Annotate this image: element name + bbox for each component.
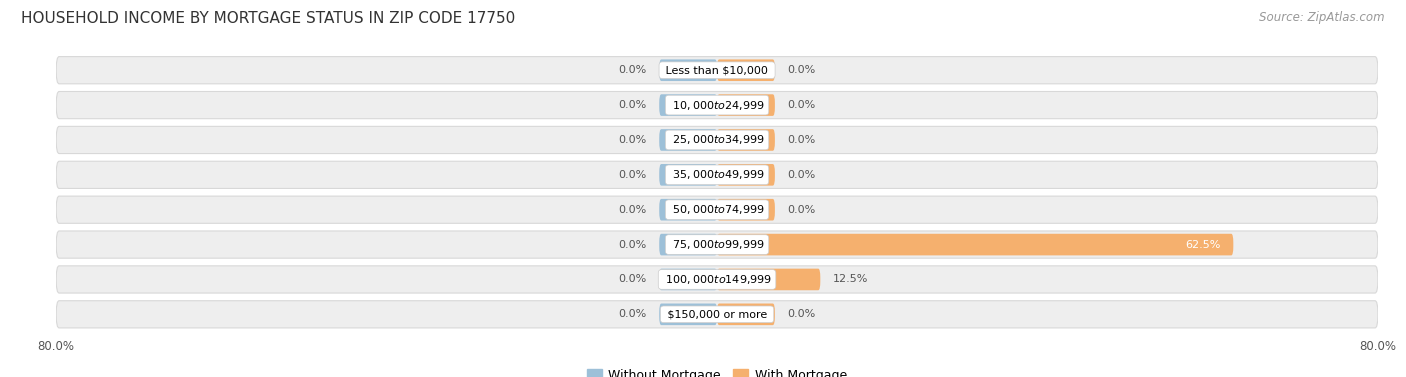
Text: $75,000 to $99,999: $75,000 to $99,999 [669,238,765,251]
FancyBboxPatch shape [717,164,775,185]
Text: 0.0%: 0.0% [787,65,815,75]
Text: 0.0%: 0.0% [787,205,815,215]
Legend: Without Mortgage, With Mortgage: Without Mortgage, With Mortgage [582,364,852,377]
Text: Source: ZipAtlas.com: Source: ZipAtlas.com [1260,11,1385,24]
Text: HOUSEHOLD INCOME BY MORTGAGE STATUS IN ZIP CODE 17750: HOUSEHOLD INCOME BY MORTGAGE STATUS IN Z… [21,11,516,26]
FancyBboxPatch shape [717,94,775,116]
Text: 0.0%: 0.0% [787,135,815,145]
FancyBboxPatch shape [56,92,1378,119]
FancyBboxPatch shape [659,129,717,151]
Text: $35,000 to $49,999: $35,000 to $49,999 [669,169,765,181]
Text: $50,000 to $74,999: $50,000 to $74,999 [669,203,765,216]
Text: 0.0%: 0.0% [619,205,647,215]
Text: 62.5%: 62.5% [1185,239,1220,250]
FancyBboxPatch shape [659,303,717,325]
FancyBboxPatch shape [659,269,717,290]
FancyBboxPatch shape [659,199,717,221]
Text: 0.0%: 0.0% [787,170,815,180]
FancyBboxPatch shape [56,301,1378,328]
FancyBboxPatch shape [659,94,717,116]
Text: 0.0%: 0.0% [619,100,647,110]
Text: 0.0%: 0.0% [619,170,647,180]
Text: $25,000 to $34,999: $25,000 to $34,999 [669,133,765,146]
Text: 0.0%: 0.0% [619,65,647,75]
Text: 0.0%: 0.0% [787,309,815,319]
FancyBboxPatch shape [717,199,775,221]
Text: $10,000 to $24,999: $10,000 to $24,999 [669,99,765,112]
FancyBboxPatch shape [56,231,1378,258]
FancyBboxPatch shape [717,234,1233,255]
Text: 12.5%: 12.5% [832,274,868,285]
Text: $100,000 to $149,999: $100,000 to $149,999 [662,273,772,286]
Text: Less than $10,000: Less than $10,000 [662,65,772,75]
Text: 0.0%: 0.0% [619,239,647,250]
Text: 0.0%: 0.0% [787,100,815,110]
FancyBboxPatch shape [659,164,717,185]
Text: 0.0%: 0.0% [619,274,647,285]
FancyBboxPatch shape [56,126,1378,153]
Text: 0.0%: 0.0% [619,309,647,319]
FancyBboxPatch shape [659,234,717,255]
FancyBboxPatch shape [56,266,1378,293]
FancyBboxPatch shape [717,60,775,81]
FancyBboxPatch shape [717,269,820,290]
FancyBboxPatch shape [56,57,1378,84]
FancyBboxPatch shape [56,161,1378,188]
Text: $150,000 or more: $150,000 or more [664,309,770,319]
FancyBboxPatch shape [717,303,775,325]
FancyBboxPatch shape [56,196,1378,223]
FancyBboxPatch shape [659,60,717,81]
Text: 0.0%: 0.0% [619,135,647,145]
FancyBboxPatch shape [717,129,775,151]
